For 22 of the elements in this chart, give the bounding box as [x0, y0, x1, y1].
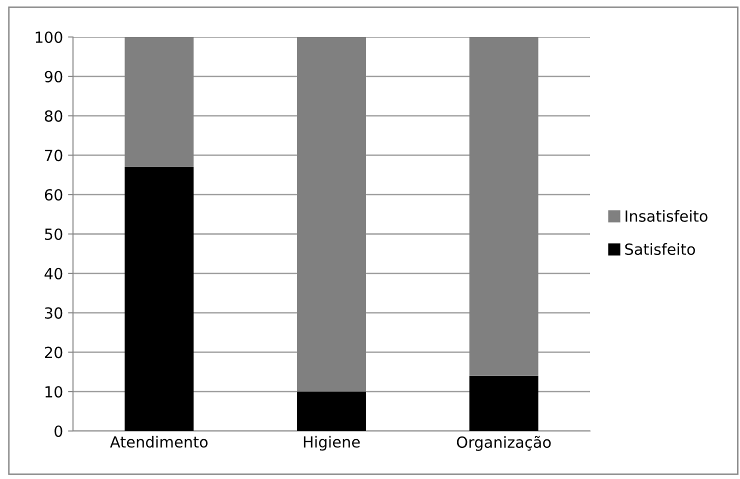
y-tick-label: 70 [45, 150, 62, 162]
bar [469, 37, 538, 376]
legend-label: Satisfeito [625, 243, 695, 255]
bar [124, 37, 194, 168]
bar [124, 167, 194, 431]
bar [297, 392, 366, 431]
x-tick-label: Higiene [304, 436, 360, 451]
y-tick-label: 80 [44, 110, 62, 122]
y-tick-label: 50 [45, 228, 62, 240]
bar [297, 37, 366, 392]
x-tick-label: Atendimento [110, 436, 208, 448]
x-tick-label: Organização [456, 436, 551, 451]
y-tick-label: 90 [44, 70, 62, 82]
y-tick-label: 10 [46, 386, 62, 398]
bar [469, 376, 538, 431]
legend-label: Insatisfeito [626, 210, 708, 222]
y-tick-label: 0 [54, 425, 62, 438]
y-tick-label: 60 [44, 189, 62, 201]
y-tick-label: 20 [44, 346, 62, 358]
y-tick-label: 40 [44, 268, 62, 280]
y-tick-label: 100 [36, 31, 62, 44]
y-tick-label: 30 [45, 307, 62, 319]
